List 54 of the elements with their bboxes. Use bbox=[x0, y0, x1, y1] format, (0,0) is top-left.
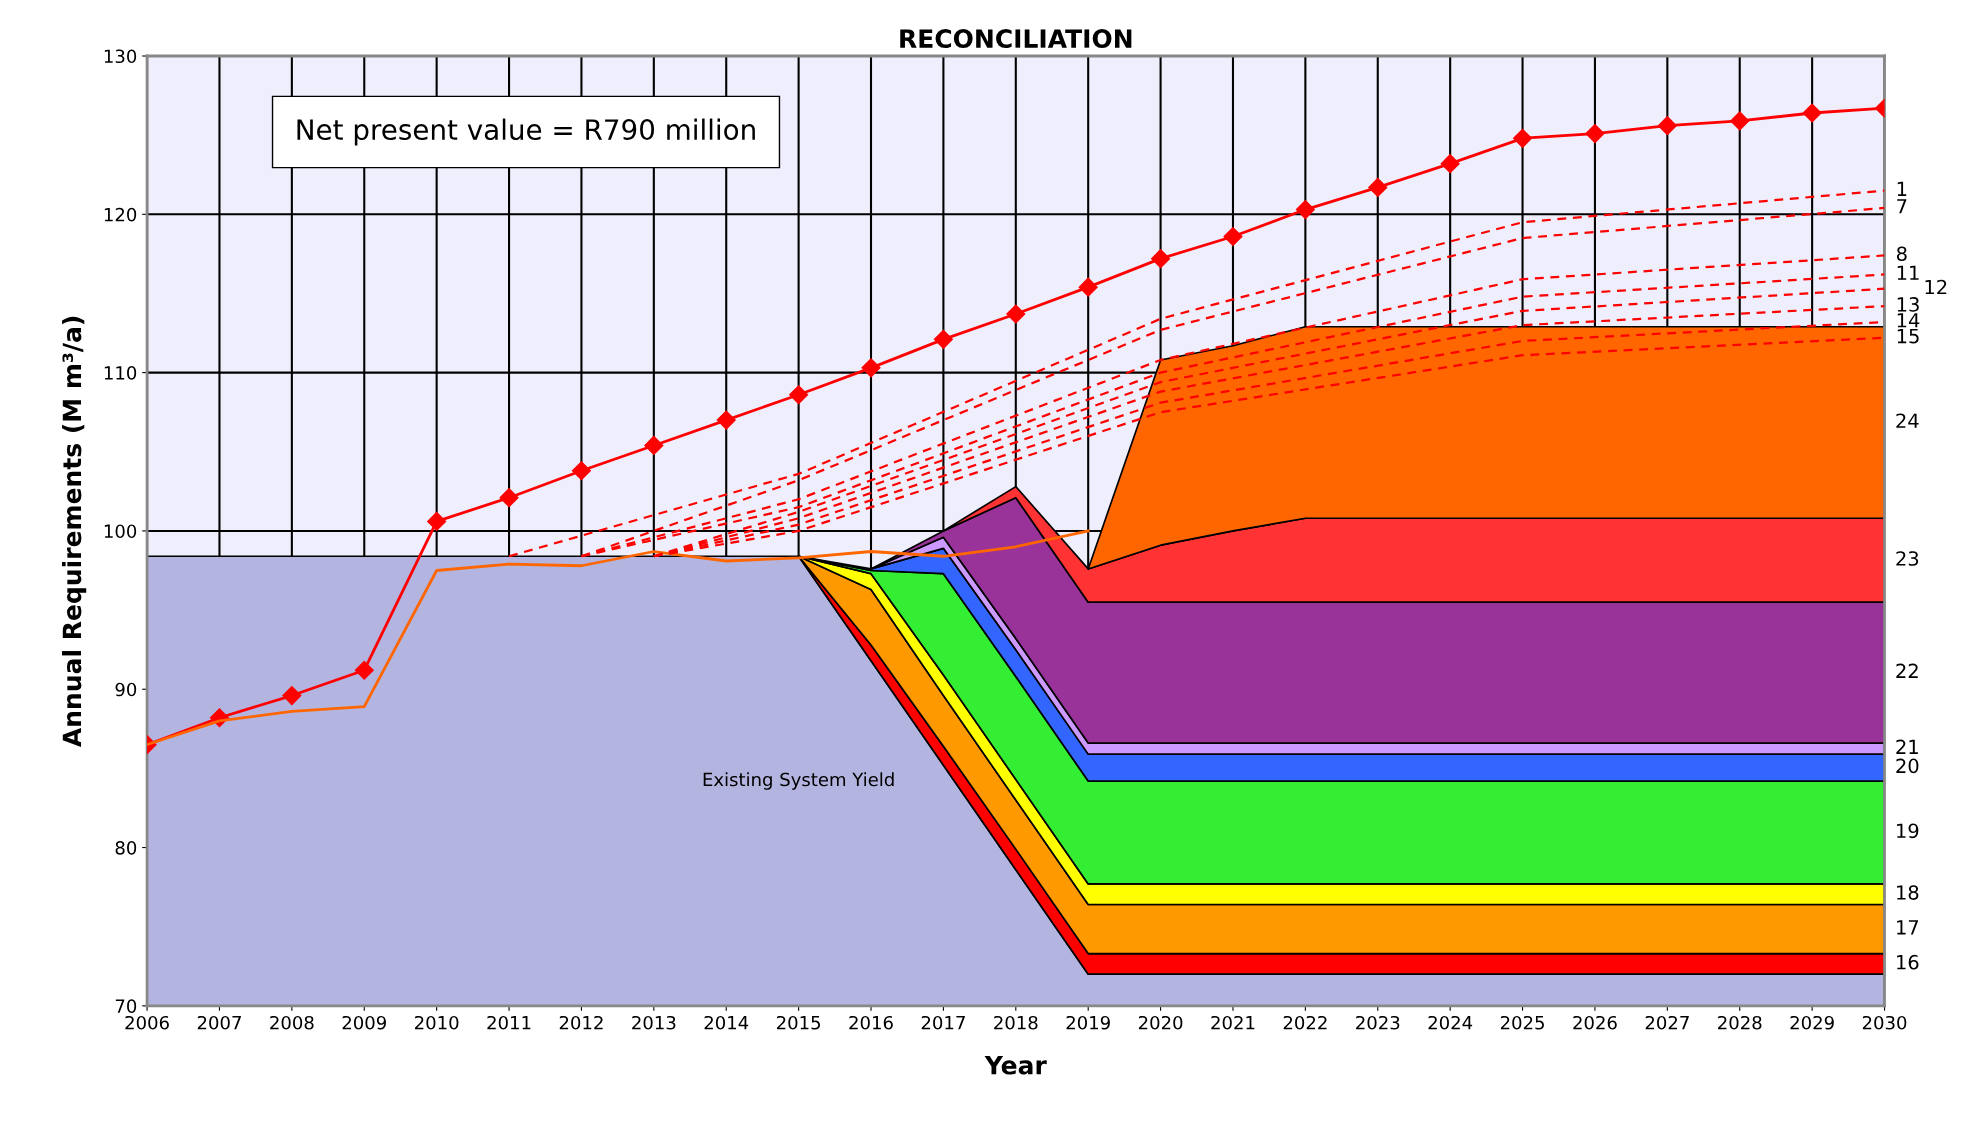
y-tick-label: 80 bbox=[115, 840, 137, 855]
x-tick-label: 2011 bbox=[487, 1015, 531, 1030]
series-label: 14 bbox=[1897, 313, 1920, 328]
x-tick-label: 2012 bbox=[559, 1015, 603, 1030]
y-tick-label: 130 bbox=[104, 49, 137, 64]
chart-title: RECONCILIATION bbox=[900, 29, 1132, 49]
x-tick-label: 2015 bbox=[776, 1015, 821, 1030]
x-tick-label: 2030 bbox=[1862, 1015, 1907, 1030]
x-tick-label: 2019 bbox=[1066, 1015, 1110, 1030]
series-label: 17 bbox=[1897, 920, 1919, 935]
series-label: 1 bbox=[1897, 181, 1907, 196]
x-tick-label: 2008 bbox=[270, 1015, 314, 1030]
x-tick-label: 2029 bbox=[1790, 1015, 1834, 1030]
x-tick-label: 2007 bbox=[197, 1015, 241, 1030]
series-label: 18 bbox=[1897, 885, 1919, 900]
y-tick-label: 100 bbox=[104, 524, 137, 539]
x-tick-label: 2017 bbox=[921, 1015, 965, 1030]
x-tick-label: 2022 bbox=[1283, 1015, 1327, 1030]
x-tick-label: 2016 bbox=[849, 1015, 893, 1030]
x-tick-label: 2021 bbox=[1211, 1015, 1255, 1030]
series-label: 7 bbox=[1897, 199, 1907, 214]
annotation: Net present value = R790 million bbox=[297, 118, 755, 146]
x-tick-label: 2010 bbox=[415, 1015, 459, 1030]
x-tick-label: 2018 bbox=[994, 1015, 1038, 1030]
text: 12 bbox=[1925, 279, 1947, 295]
x-tick-label: 2023 bbox=[1356, 1015, 1400, 1030]
x-tick-label: 2014 bbox=[704, 1015, 749, 1030]
x-tick-label: 2028 bbox=[1718, 1015, 1762, 1030]
series-label: 24 bbox=[1896, 413, 1919, 428]
y-tick-label: 70 bbox=[115, 999, 137, 1013]
series-label: 13 bbox=[1897, 297, 1919, 312]
x-tick-label: 2006 bbox=[125, 1015, 169, 1030]
y-tick-label: 90 bbox=[115, 682, 137, 697]
series-label: 15 bbox=[1897, 328, 1919, 344]
series-label: 23 bbox=[1896, 551, 1919, 566]
x-tick-label: 2026 bbox=[1573, 1015, 1617, 1030]
x-tick-label: 2027 bbox=[1645, 1015, 1689, 1030]
x-tick-label: 2024 bbox=[1428, 1015, 1473, 1030]
y-tick-label: 110 bbox=[104, 366, 137, 380]
x-tick-label: 2013 bbox=[632, 1015, 676, 1030]
series-label: 11 bbox=[1897, 265, 1919, 280]
y-axis-title: Annual Requirements (M m³/a) bbox=[62, 316, 87, 748]
series-label: 8 bbox=[1896, 246, 1907, 262]
series-label: 16 bbox=[1897, 954, 1919, 970]
series-label: 20 bbox=[1896, 758, 1919, 774]
y-tick-label: 120 bbox=[104, 207, 137, 222]
series-label: 21 bbox=[1896, 739, 1918, 754]
x-tick-label: 2009 bbox=[342, 1015, 386, 1030]
series-label: 19 bbox=[1897, 823, 1919, 839]
x-tick-label: 2020 bbox=[1138, 1015, 1183, 1030]
x-tick-label: 2025 bbox=[1500, 1015, 1544, 1030]
series-label: 22 bbox=[1896, 663, 1918, 678]
x-axis-title: Year bbox=[984, 1056, 1047, 1075]
series-label: Existing System Yield bbox=[703, 772, 894, 790]
